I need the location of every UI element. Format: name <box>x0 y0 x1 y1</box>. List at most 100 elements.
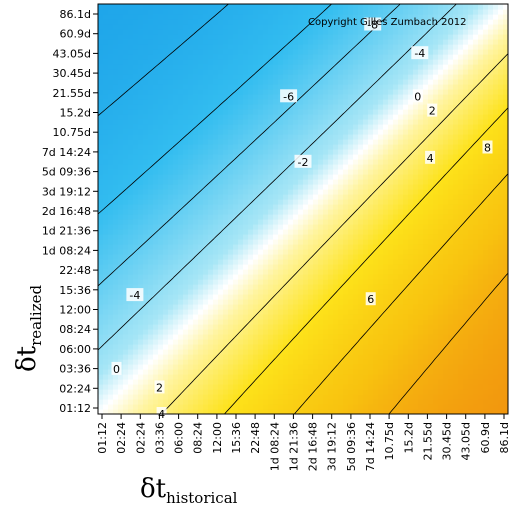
heatmap-cell <box>188 224 194 230</box>
heatmap-cell <box>213 409 219 414</box>
heatmap-cell <box>353 94 359 100</box>
heatmap-cell <box>358 124 364 130</box>
heatmap-cell <box>398 309 404 315</box>
heatmap-cell <box>118 274 124 280</box>
heatmap-cell <box>148 104 154 110</box>
heatmap-cell <box>98 164 104 170</box>
heatmap-cell <box>363 374 369 380</box>
heatmap-cell <box>128 259 134 265</box>
heatmap-cell <box>128 409 134 414</box>
heatmap-cell <box>278 269 284 275</box>
heatmap-cell <box>248 174 254 180</box>
heatmap-cell <box>383 94 389 100</box>
heatmap-cell <box>318 249 324 255</box>
heatmap-cell <box>173 24 179 30</box>
heatmap-cell <box>113 179 119 185</box>
heatmap-cell <box>198 259 204 265</box>
heatmap-cell <box>383 169 389 175</box>
heatmap-cell <box>313 29 319 35</box>
heatmap-cell <box>203 49 209 55</box>
heatmap-cell <box>178 319 184 325</box>
heatmap-cell <box>368 59 374 65</box>
heatmap-cell <box>263 214 269 220</box>
heatmap-cell <box>338 404 344 410</box>
heatmap-cell <box>223 79 229 85</box>
heatmap-cell <box>203 144 209 150</box>
heatmap-cell <box>328 124 334 130</box>
heatmap-cell <box>248 319 254 325</box>
heatmap-cell <box>193 89 199 95</box>
heatmap-cell <box>198 264 204 270</box>
heatmap-cell <box>103 154 109 160</box>
heatmap-cell <box>143 214 149 220</box>
heatmap-cell <box>378 119 384 125</box>
heatmap-cell <box>348 374 354 380</box>
heatmap-cell <box>178 39 184 45</box>
heatmap-cell <box>113 294 119 300</box>
heatmap-cell <box>273 129 279 135</box>
heatmap-cell <box>168 364 174 370</box>
heatmap-cell <box>248 99 254 105</box>
heatmap-cell <box>328 59 334 65</box>
heatmap-cell <box>343 304 349 310</box>
heatmap-cell <box>98 324 104 330</box>
heatmap-cell <box>388 314 394 320</box>
heatmap-cell <box>208 284 214 290</box>
heatmap-cell <box>98 374 104 380</box>
heatmap-cell <box>98 4 104 10</box>
heatmap-cell <box>133 74 139 80</box>
heatmap-cell <box>168 354 174 360</box>
heatmap-cell <box>213 229 219 235</box>
heatmap-cell <box>318 169 324 175</box>
heatmap-cell <box>218 329 224 335</box>
heatmap-cell <box>333 104 339 110</box>
heatmap-cell <box>138 394 144 400</box>
heatmap-cell <box>308 289 314 295</box>
heatmap-cell <box>228 279 234 285</box>
heatmap-cell <box>128 329 134 335</box>
heatmap-cell <box>373 199 379 205</box>
heatmap-cell <box>98 119 104 125</box>
heatmap-cell <box>318 344 324 350</box>
heatmap-cell <box>178 54 184 60</box>
heatmap-cell <box>173 174 179 180</box>
heatmap-cell <box>333 394 339 400</box>
heatmap-cell <box>158 329 164 335</box>
heatmap-cell <box>263 54 269 60</box>
heatmap-cell <box>223 14 229 20</box>
heatmap-cell <box>313 169 319 175</box>
heatmap-cell <box>373 334 379 340</box>
heatmap-cell <box>293 149 299 155</box>
heatmap-cell <box>203 354 209 360</box>
heatmap-cell <box>393 194 399 200</box>
heatmap-cell <box>358 169 364 175</box>
heatmap-cell <box>373 144 379 150</box>
heatmap-cell <box>298 204 304 210</box>
heatmap-cell <box>213 19 219 25</box>
heatmap-cell <box>168 99 174 105</box>
heatmap-cell <box>213 89 219 95</box>
heatmap-cell <box>353 104 359 110</box>
heatmap-cell <box>198 159 204 165</box>
heatmap-cell <box>353 44 359 50</box>
heatmap-cell <box>338 264 344 270</box>
heatmap-cell <box>113 269 119 275</box>
heatmap-cell <box>188 49 194 55</box>
heatmap-cell <box>373 159 379 165</box>
heatmap-cell <box>188 239 194 245</box>
heatmap-cell <box>303 244 309 250</box>
heatmap-cell <box>148 374 154 380</box>
heatmap-cell <box>198 314 204 320</box>
heatmap-cell <box>193 409 199 414</box>
heatmap-cell <box>278 114 284 120</box>
heatmap-cell <box>243 349 249 355</box>
heatmap-cell <box>273 74 279 80</box>
heatmap-cell <box>103 9 109 15</box>
heatmap-cell <box>228 289 234 295</box>
heatmap-cell <box>313 309 319 315</box>
heatmap-cell <box>198 224 204 230</box>
heatmap-cell <box>373 264 379 270</box>
heatmap-cell <box>208 309 214 315</box>
heatmap-cell <box>208 199 214 205</box>
heatmap-cell <box>278 264 284 270</box>
